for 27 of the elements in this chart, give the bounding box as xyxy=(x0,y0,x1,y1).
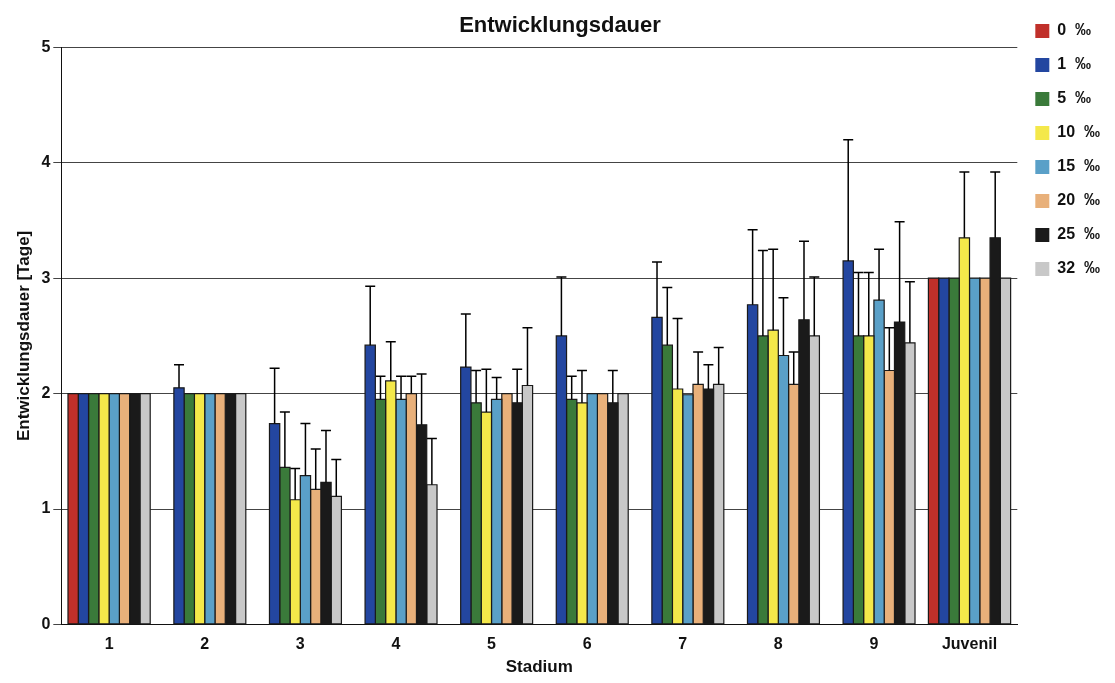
legend-label: 10 ‰ xyxy=(1057,123,1100,141)
y-axis-title: Entwicklungsdauer [Tage] xyxy=(13,230,33,442)
y-tick-label: 5 xyxy=(41,37,51,55)
legend-label: 32 ‰ xyxy=(1057,259,1100,277)
y-tick-label: 4 xyxy=(41,153,51,171)
y-tick-label: 0 xyxy=(41,614,51,632)
legend-label: 20 ‰ xyxy=(1057,191,1100,209)
x-tick-label: 9 xyxy=(869,635,879,653)
chart-title: Entwicklungsdauer xyxy=(459,12,662,38)
x-tick-label: 1 xyxy=(104,635,114,653)
x-tick-label: 5 xyxy=(487,635,497,653)
x-tick-label: 2 xyxy=(200,635,210,653)
legend-label: 5 ‰ xyxy=(1057,89,1092,107)
legend-label: 25 ‰ xyxy=(1057,225,1100,243)
y-tick-label: 1 xyxy=(41,499,51,517)
x-tick-label: 7 xyxy=(678,635,688,653)
legend-label: 1 ‰ xyxy=(1057,55,1092,73)
x-tick-label: 6 xyxy=(582,635,592,653)
legend-label: 0 ‰ xyxy=(1057,21,1092,39)
x-tick-label: 4 xyxy=(391,635,401,653)
x-tick-label: 3 xyxy=(295,635,305,653)
x-axis-title: Stadium xyxy=(505,657,573,677)
y-tick-label: 2 xyxy=(41,384,51,402)
legend-label: 15 ‰ xyxy=(1057,157,1100,175)
x-tick-label: Juvenil xyxy=(941,635,998,653)
y-tick-label: 3 xyxy=(41,268,51,286)
x-tick-label: 8 xyxy=(773,635,783,653)
